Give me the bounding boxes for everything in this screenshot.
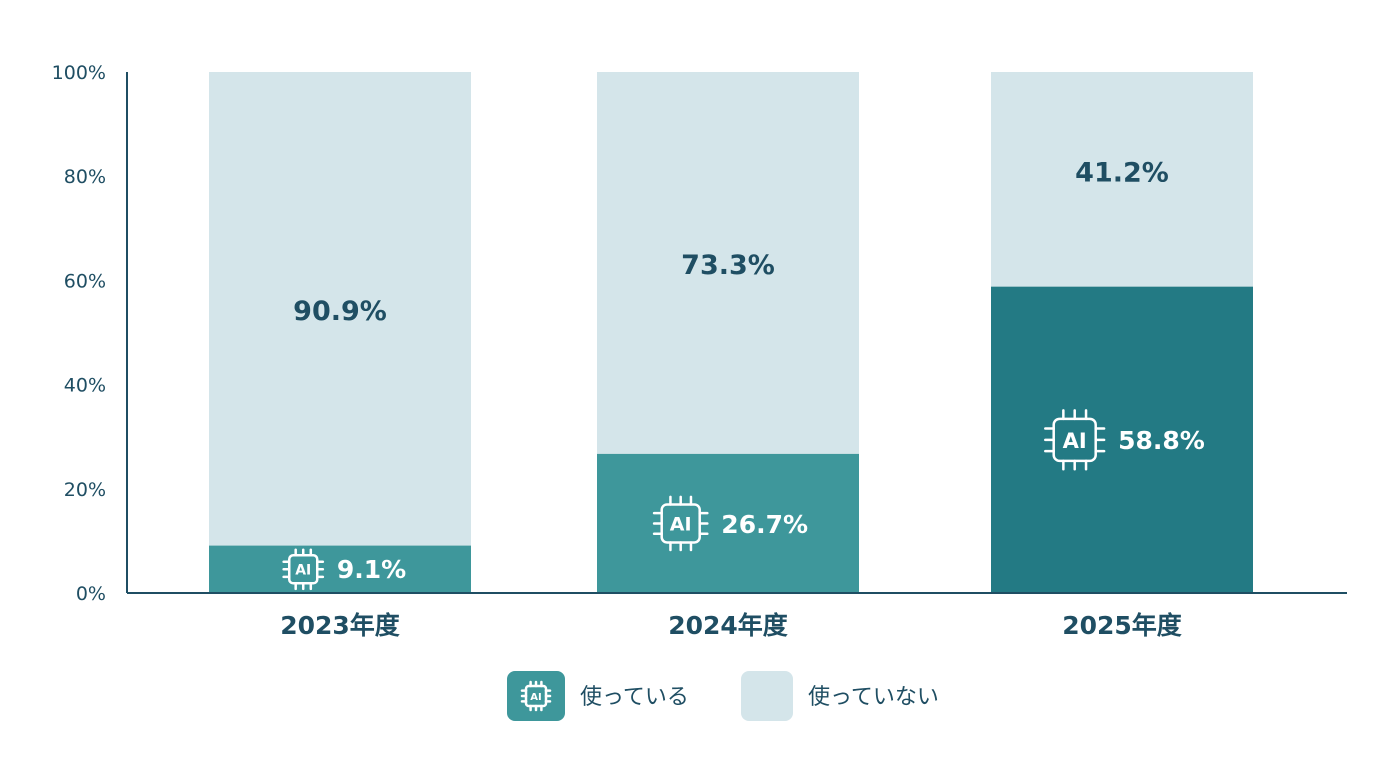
- ai-chip-icon: AI: [282, 548, 325, 591]
- x-category-label: 2024年度: [668, 611, 788, 640]
- ai-chip-icon-label: AI: [295, 563, 311, 579]
- used-value-label: 58.8%: [1118, 426, 1205, 455]
- bar-value-labels: 90.9% AI 9.1% 73.3% AI 26.7% 41.2% AI 58.8%: [282, 157, 1205, 591]
- bar-segment-unused: [597, 72, 859, 454]
- y-tick-label: 40%: [64, 375, 106, 397]
- bar-segment-used: [991, 286, 1253, 593]
- ai-chip-icon-label: AI: [1063, 429, 1087, 453]
- y-tick-label: 100%: [52, 62, 106, 84]
- used-value-label: 26.7%: [721, 510, 808, 539]
- bar-segment-unused: [209, 72, 471, 546]
- bar-segment-used: [209, 545, 471, 593]
- ai-chip-icon: AI: [520, 680, 552, 712]
- ai-chip-icon-label: AI: [530, 692, 541, 703]
- unused-value-label: 41.2%: [1075, 157, 1169, 188]
- bar-segment-used: [597, 453, 859, 593]
- y-tick-label: 60%: [64, 270, 106, 292]
- y-tick-label: 80%: [64, 166, 106, 188]
- y-tick-label: 0%: [76, 583, 106, 605]
- legend-swatch-unused: [741, 671, 793, 721]
- ai-chip-icon-label: AI: [670, 514, 692, 536]
- used-value-label: 9.1%: [337, 555, 406, 584]
- y-axis-ticks: 0% 20% 40% 60% 80% 100%: [52, 62, 106, 605]
- legend-swatch-used: [507, 671, 565, 721]
- bar-segment-unused: [991, 72, 1253, 287]
- legend: AI 使っている 使っていない: [507, 671, 939, 721]
- ai-chip-icon: AI: [652, 495, 709, 552]
- unused-value-label: 73.3%: [681, 250, 775, 281]
- x-category-label: 2023年度: [280, 611, 400, 640]
- ai-chip-icon: AI: [1044, 409, 1106, 471]
- legend-item-unused: 使っていない: [741, 671, 939, 721]
- unused-value-label: 90.9%: [293, 296, 387, 327]
- x-category-label: 2025年度: [1062, 611, 1182, 640]
- legend-label-unused: 使っていない: [808, 685, 939, 710]
- legend-label-used: 使っている: [580, 685, 689, 710]
- bars: [209, 72, 1253, 593]
- legend-item-used: AI 使っている: [507, 671, 689, 721]
- y-tick-label: 20%: [64, 479, 106, 501]
- x-axis-categories: 2023年度 2024年度 2025年度: [280, 611, 1182, 640]
